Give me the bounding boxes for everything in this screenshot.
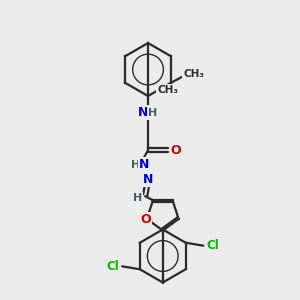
Text: O: O — [141, 213, 151, 226]
Text: Cl: Cl — [207, 239, 220, 252]
Text: H: H — [131, 160, 140, 170]
Text: N: N — [143, 173, 153, 186]
Text: Cl: Cl — [106, 260, 119, 273]
Text: H: H — [133, 193, 142, 203]
Text: H: H — [148, 108, 158, 118]
Text: CH₃: CH₃ — [183, 69, 204, 79]
Text: N: N — [139, 158, 149, 171]
Text: N: N — [138, 106, 148, 119]
Text: CH₃: CH₃ — [157, 85, 178, 95]
Text: O: O — [170, 143, 181, 157]
